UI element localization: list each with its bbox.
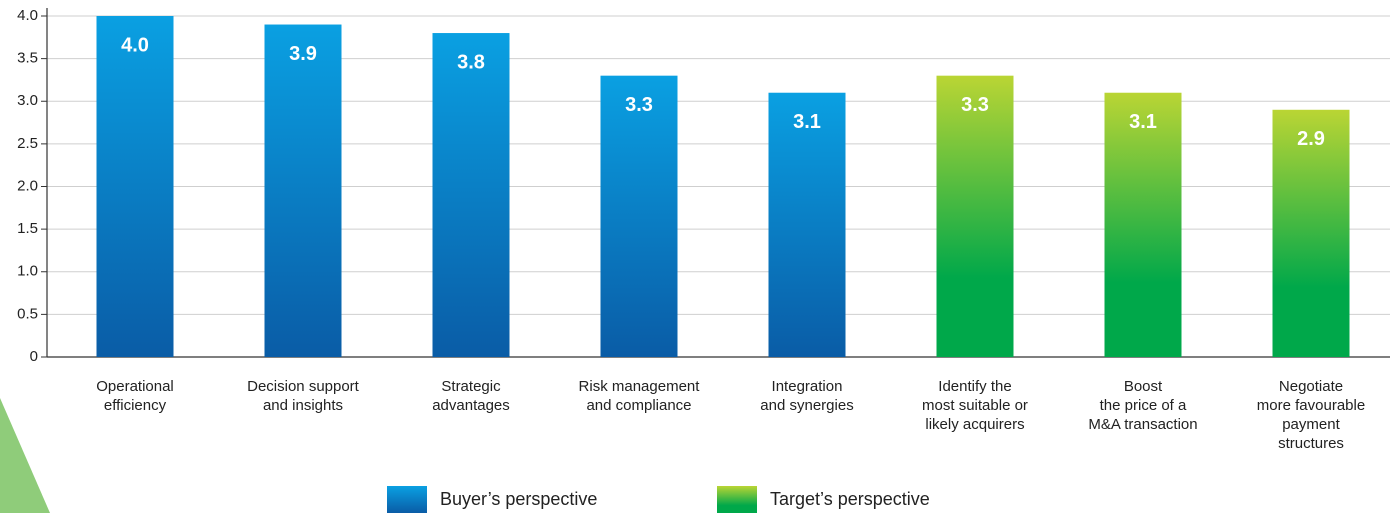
x-tick-label: Decision support and insights [247, 378, 360, 414]
y-tick-label: 3.0 [17, 92, 38, 109]
x-tick-label: Negotiate more favourable payment structure… [1257, 378, 1365, 452]
bar [432, 33, 510, 358]
value-label: 3.1 [793, 111, 821, 133]
value-label: 3.9 [289, 43, 317, 65]
value-label: 4.0 [121, 34, 149, 56]
y-tick-label: 4.0 [17, 7, 38, 24]
x-tick-label: Boost the price of a M&A transaction [1088, 378, 1197, 433]
bar [1272, 109, 1350, 358]
bar [1104, 92, 1182, 357]
y-tick-label: 2.5 [17, 135, 38, 152]
y-tick-label: 0 [30, 348, 38, 365]
bar [936, 75, 1014, 358]
legend-label: Buyer’s perspective [440, 489, 597, 509]
value-label: 3.3 [961, 94, 989, 116]
value-label: 2.9 [1297, 128, 1325, 150]
bar [264, 24, 342, 358]
x-tick-label: Operational efficiency [96, 378, 174, 414]
y-tick-label: 2.0 [17, 177, 38, 194]
y-tick-label: 0.5 [17, 305, 38, 322]
bar [600, 75, 678, 358]
x-tick-label: Integration and synergies [760, 378, 853, 414]
bar [768, 92, 846, 357]
x-tick-label: Risk management and compliance [579, 378, 701, 414]
x-tick-label: Strategic advantages [432, 378, 510, 414]
value-label: 3.8 [457, 51, 485, 73]
legend-label: Target’s perspective [770, 489, 930, 509]
decoration [0, 398, 50, 513]
y-tick-label: 1.0 [17, 263, 38, 280]
x-tick-label: Identify the most suitable or likely acqui… [922, 378, 1028, 433]
legend-swatch [387, 486, 427, 513]
y-tick-label: 3.5 [17, 50, 38, 67]
value-label: 3.1 [1129, 111, 1157, 133]
bar [96, 16, 174, 357]
legend-swatch [717, 486, 757, 513]
value-label: 3.3 [625, 94, 653, 116]
y-tick-label: 1.5 [17, 220, 38, 237]
